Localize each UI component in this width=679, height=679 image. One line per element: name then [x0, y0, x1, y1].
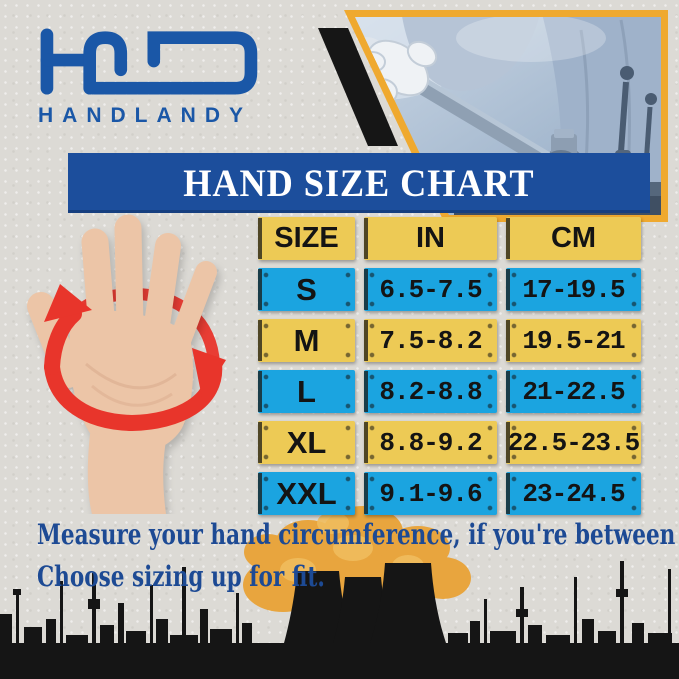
size-value-cell: 22.5-23.5: [506, 421, 641, 464]
size-label-cell: S: [258, 268, 355, 311]
brand-logo: HANDLANDY: [34, 28, 260, 128]
size-value-cell: 6.5-7.5: [364, 268, 497, 311]
size-value-cell: 19.5-21: [506, 319, 641, 362]
size-value-cell: 8.8-9.2: [364, 421, 497, 464]
size-value-cell: 8.2-8.8: [364, 370, 497, 413]
open-hand-icon: [27, 214, 226, 514]
header-cell-in: IN: [364, 217, 497, 260]
size-value-cell: 9.1-9.6: [364, 472, 497, 515]
size-label-cell: L: [258, 370, 355, 413]
size-label-cell: XXL: [258, 472, 355, 515]
size-chart-table: SIZE IN CM S 6.5-7.5 17-19.5 M 7.5-8.2 19.5-21 L 8…: [258, 217, 641, 515]
brand-name: HANDLANDY: [38, 104, 252, 127]
title-banner: HAND SIZE CHART: [68, 153, 650, 213]
page-title: HAND SIZE CHART: [183, 161, 535, 205]
size-value-cell: 21-22.5: [506, 370, 641, 413]
size-label-cell: M: [258, 319, 355, 362]
instruction-line-2: Choose sizing up for fit.: [37, 560, 325, 593]
size-label-cell: XL: [258, 421, 355, 464]
hand-shape: [27, 214, 217, 514]
size-value-cell: 7.5-8.2: [364, 319, 497, 362]
hld-monogram-icon: [40, 28, 258, 95]
header-cell-size: SIZE: [258, 217, 355, 260]
header-cell-cm: CM: [506, 217, 641, 260]
size-value-cell: 23-24.5: [506, 472, 641, 515]
size-value-cell: 17-19.5: [506, 268, 641, 311]
instruction-line-1: Measure your hand circumference, if you'…: [37, 518, 679, 551]
hand-measure-illustration: [16, 214, 256, 514]
